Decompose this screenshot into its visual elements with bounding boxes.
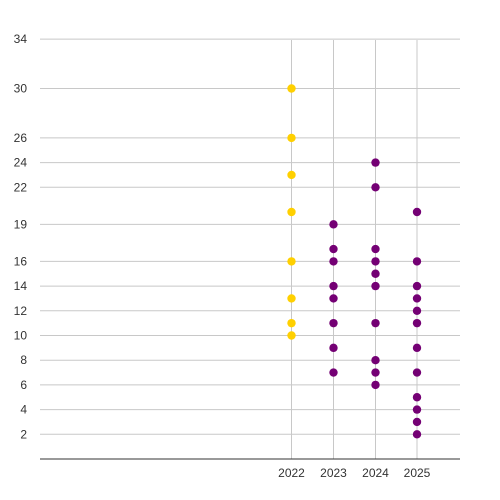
data-point[interactable] — [329, 244, 338, 254]
data-point[interactable] — [371, 318, 380, 328]
data-point[interactable] — [412, 417, 422, 427]
y-tick-label: 34 — [14, 32, 28, 46]
data-point[interactable] — [329, 281, 338, 291]
data-point[interactable] — [412, 393, 422, 402]
data-point[interactable] — [412, 405, 422, 414]
data-point[interactable] — [371, 281, 380, 291]
data-point[interactable] — [329, 294, 338, 303]
x-tick-label: 2025 — [404, 466, 431, 480]
data-point[interactable] — [371, 244, 380, 254]
x-tick-label: 2023 — [320, 466, 347, 480]
data-point[interactable] — [412, 368, 422, 377]
data-point[interactable] — [287, 318, 296, 328]
data-point[interactable] — [287, 331, 296, 340]
data-point[interactable] — [371, 183, 380, 192]
data-point[interactable] — [287, 84, 296, 93]
data-point[interactable] — [329, 220, 338, 229]
data-point[interactable] — [329, 368, 338, 377]
grid-layer — [40, 38, 460, 459]
data-point[interactable] — [371, 380, 380, 390]
y-tick-label: 10 — [14, 329, 28, 343]
data-point[interactable] — [412, 281, 422, 291]
data-point[interactable] — [287, 207, 296, 217]
data-point[interactable] — [371, 158, 380, 167]
data-point[interactable] — [287, 133, 296, 143]
data-point[interactable] — [371, 269, 380, 278]
y-tick-label: 14 — [14, 279, 28, 293]
data-point[interactable] — [371, 356, 380, 365]
y-tick-label: 2 — [20, 427, 27, 441]
y-tick-label: 16 — [14, 254, 28, 268]
y-tick-label: 12 — [14, 304, 28, 318]
data-point[interactable] — [371, 368, 380, 377]
data-point[interactable] — [329, 318, 338, 328]
y-tick-label: 4 — [20, 403, 27, 417]
y-tick-label: 6 — [20, 378, 27, 392]
y-tick-label: 30 — [14, 82, 28, 96]
x-tick-label: 2024 — [362, 466, 389, 480]
x-tick-label: 2022 — [278, 466, 305, 480]
y-tick-label: 24 — [14, 156, 28, 170]
y-tick-label: 22 — [14, 180, 28, 194]
data-point[interactable] — [412, 430, 422, 439]
data-point[interactable] — [287, 257, 296, 266]
data-point[interactable] — [412, 294, 422, 303]
data-point[interactable] — [287, 294, 296, 303]
data-point[interactable] — [287, 170, 296, 180]
data-point[interactable] — [412, 306, 422, 315]
data-point[interactable] — [329, 257, 338, 266]
points-layer — [287, 84, 422, 439]
y-tick-label: 19 — [14, 217, 28, 231]
data-point[interactable] — [329, 343, 338, 353]
data-point[interactable] — [412, 257, 422, 266]
data-point[interactable] — [412, 343, 422, 353]
y-tick-label: 8 — [20, 353, 27, 367]
data-point[interactable] — [412, 318, 422, 328]
data-point[interactable] — [412, 207, 422, 217]
data-point[interactable] — [371, 257, 380, 266]
y-tick-label: 26 — [14, 131, 28, 145]
